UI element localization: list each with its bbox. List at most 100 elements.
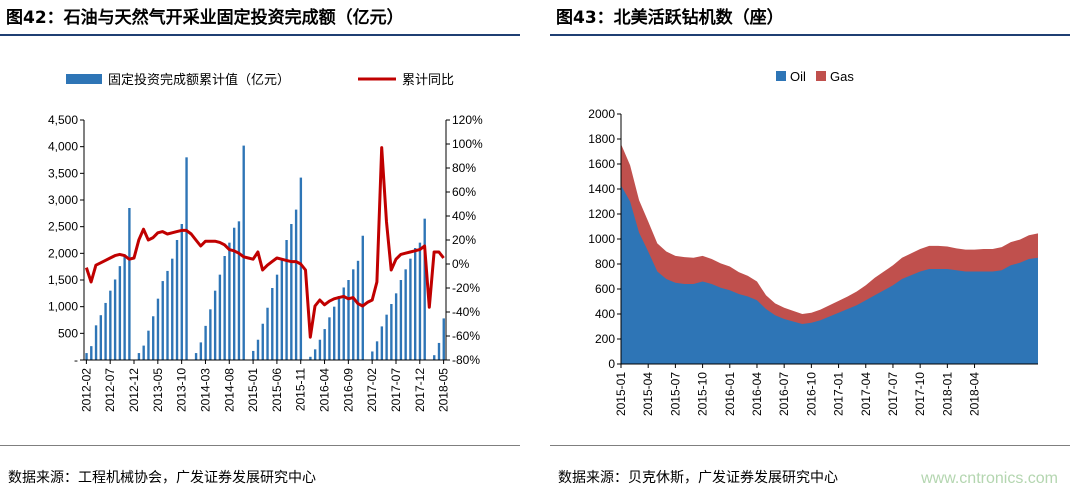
bar xyxy=(399,280,403,360)
y-tick-label: 200 xyxy=(595,332,615,346)
bar xyxy=(194,353,198,360)
bar xyxy=(352,269,355,360)
y-tick-label: 400 xyxy=(595,307,615,321)
left-source-note: 数据来源：工程机械协会，广发证券发展研究中心 xyxy=(8,470,316,486)
bar xyxy=(223,256,226,360)
x-tick-label: 2017-04 xyxy=(859,372,873,416)
bar xyxy=(166,270,169,360)
x-tick-label: 2016-07 xyxy=(777,372,791,416)
bar xyxy=(328,317,331,360)
x-tick-label: 2017-12 xyxy=(413,368,427,412)
right-y-tick-label: -60% xyxy=(452,329,480,343)
x-tick-label: 2015-07 xyxy=(668,372,682,416)
right-y-tick-label: 120% xyxy=(452,113,483,127)
x-tick-label: 2012-12 xyxy=(127,368,141,412)
legend-label-gas: Gas xyxy=(830,69,854,84)
bar xyxy=(347,280,350,360)
right-title-rule xyxy=(550,34,1070,36)
x-tick-label: 2017-07 xyxy=(886,372,900,416)
bar xyxy=(394,293,398,360)
bar xyxy=(323,329,326,360)
bar xyxy=(137,353,141,360)
left-y-tick-label: 1,000 xyxy=(48,300,78,314)
bar xyxy=(199,342,203,360)
x-tick-label: 2016-04 xyxy=(318,368,332,412)
bar xyxy=(385,314,388,360)
oil-area xyxy=(621,185,1038,364)
bar xyxy=(175,240,179,360)
bar xyxy=(313,349,317,360)
bar xyxy=(156,298,160,360)
bar xyxy=(275,274,279,360)
right-y-tick-label: 60% xyxy=(452,185,476,199)
bar xyxy=(413,248,417,360)
x-tick-label: 2012-07 xyxy=(103,368,117,412)
bar xyxy=(99,315,103,360)
bar xyxy=(337,296,341,360)
y-tick-label: 1200 xyxy=(588,207,615,221)
bar xyxy=(409,258,412,360)
y-tick-label: 2000 xyxy=(588,107,615,121)
x-tick-label: 2018-05 xyxy=(437,368,451,412)
right-legend: Oil Gas xyxy=(776,69,854,84)
bar xyxy=(204,325,207,360)
bar xyxy=(318,339,322,360)
right-figure-title: 图43：北美活跃钻机数（座） xyxy=(556,8,784,28)
x-tick-label: 2014-03 xyxy=(198,368,212,412)
left-y-tick-label: 4,000 xyxy=(48,140,78,154)
x-tick-label: 2012-02 xyxy=(79,368,93,412)
bar xyxy=(290,224,293,360)
x-tick-label: 2014-08 xyxy=(222,368,236,412)
x-tick-label: 2015-01 xyxy=(246,368,260,412)
y-tick-label: 1800 xyxy=(588,132,615,146)
right-chart: Oil Gas 0 200 400 600 800 1000 1200 1400 1600 1800 2… xyxy=(588,69,1038,416)
x-tick-label: 2015-04 xyxy=(641,372,655,416)
x-tick-label: 2015-11 xyxy=(294,368,308,411)
bar xyxy=(252,350,255,360)
legend-swatch-oil xyxy=(776,71,786,81)
bar xyxy=(185,157,188,360)
x-tick-label: 2016-10 xyxy=(804,372,818,416)
x-tick-label: 2015-10 xyxy=(696,372,710,416)
bar xyxy=(109,290,112,360)
right-panel: 图43：北美活跃钻机数（座） Oil Gas 0 200 400 600 800 1000 12… xyxy=(550,0,1080,496)
bar xyxy=(309,356,312,360)
y-tick-label: 1000 xyxy=(588,232,615,246)
y-tick-label: 1600 xyxy=(588,157,615,171)
x-tick-label: 2015-01 xyxy=(614,372,628,416)
left-y-tick-label: 1,500 xyxy=(48,273,78,287)
legend-label-bar: 固定投资完成额累计值（亿元） xyxy=(108,72,290,87)
bar xyxy=(404,269,407,360)
bar xyxy=(371,351,374,360)
bar xyxy=(256,339,260,360)
x-tick-label: 2017-02 xyxy=(365,368,379,412)
bar xyxy=(299,177,303,360)
left-bar-series xyxy=(85,145,445,360)
left-y-tick-label: 4,500 xyxy=(48,113,78,127)
legend-swatch-gas xyxy=(816,71,826,81)
left-panel: 图42：石油与天然气开采业固定投资完成额（亿元） 固定投资完成额累计值（亿元） 累… xyxy=(0,0,530,496)
bar xyxy=(161,281,164,360)
bar xyxy=(285,240,288,360)
y-tick-label: 1400 xyxy=(588,182,615,196)
bar xyxy=(433,355,436,360)
right-y-tick-label: -40% xyxy=(452,305,480,319)
bar xyxy=(418,242,422,360)
x-tick-label: 2017-07 xyxy=(389,368,403,412)
bar xyxy=(423,218,426,360)
x-tick-label: 2013-10 xyxy=(175,368,189,412)
right-y-tick-label: -80% xyxy=(452,353,480,367)
bar xyxy=(375,341,379,360)
bar xyxy=(85,353,88,360)
bar xyxy=(442,318,445,360)
left-y-tick-label: 2,000 xyxy=(48,246,78,260)
left-legend: 固定投资完成额累计值（亿元） 累计同比 xyxy=(66,72,454,87)
right-y-tick-label: 100% xyxy=(452,137,483,151)
legend-label-oil: Oil xyxy=(790,69,806,84)
right-y-tick-label: 80% xyxy=(452,161,476,175)
watermark-text: www.cntronics.com xyxy=(921,470,1058,487)
right-y-tick-label: 20% xyxy=(452,233,476,247)
left-y-tick-label: 3,500 xyxy=(48,166,78,180)
bar xyxy=(232,227,236,360)
bar xyxy=(242,145,245,360)
